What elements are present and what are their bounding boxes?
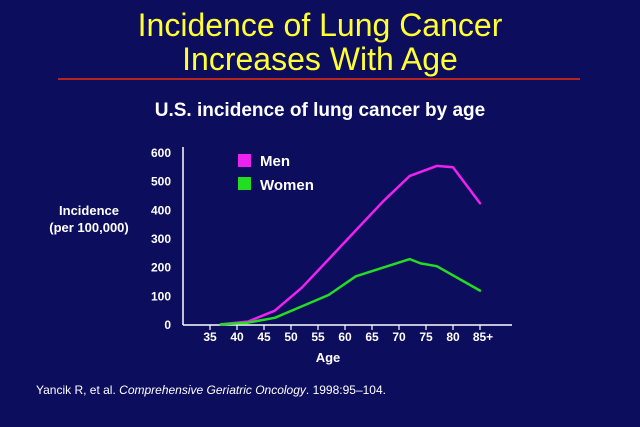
title-line-2: Increases With Age bbox=[182, 41, 458, 77]
title-line-1: Incidence of Lung Cancer bbox=[137, 7, 503, 43]
x-tick-label: 65 bbox=[365, 330, 379, 344]
y-tick-label: 600 bbox=[151, 146, 171, 160]
x-tick-label: 50 bbox=[284, 330, 298, 344]
y-tick-label: 200 bbox=[151, 261, 171, 275]
y-tick-label: 100 bbox=[151, 289, 171, 303]
y-tick-label: 400 bbox=[151, 203, 171, 217]
x-axis-label: Age bbox=[316, 350, 341, 365]
slide-title: Incidence of Lung Cancer Increases With … bbox=[0, 8, 640, 76]
x-tick-label: 75 bbox=[419, 330, 433, 344]
x-tick-label: 40 bbox=[230, 330, 244, 344]
citation-journal: Comprehensive Geriatric Oncology bbox=[119, 383, 307, 397]
x-tick-label: 70 bbox=[392, 330, 406, 344]
legend-swatch-men bbox=[238, 154, 251, 167]
citation: Yancik R, et al. Comprehensive Geriatric… bbox=[36, 383, 386, 397]
chart-legend: Men Women bbox=[238, 153, 314, 194]
x-tick-label: 55 bbox=[311, 330, 325, 344]
title-divider bbox=[58, 78, 580, 80]
legend-label-women: Women bbox=[260, 177, 314, 194]
chart-title: U.S. incidence of lung cancer by age bbox=[155, 100, 485, 121]
x-tick-label: 35 bbox=[203, 330, 217, 344]
y-axis-label-line-1: Incidence bbox=[59, 203, 119, 218]
legend-swatch-women bbox=[238, 177, 251, 190]
x-tick-label: 45 bbox=[257, 330, 271, 344]
x-tick-label: 85+ bbox=[473, 330, 493, 344]
citation-authors: Yancik R, et al. bbox=[36, 383, 119, 397]
x-tick-label: 60 bbox=[338, 330, 352, 344]
x-tick-label: 80 bbox=[446, 330, 460, 344]
y-tick-label: 300 bbox=[151, 232, 171, 246]
series-line-women bbox=[219, 257, 482, 326]
legend-label-men: Men bbox=[260, 153, 290, 170]
series-line-men bbox=[219, 164, 482, 326]
y-tick-label: 0 bbox=[164, 318, 171, 332]
y-axis-label-line-2: (per 100,000) bbox=[49, 220, 129, 235]
citation-pages: . 1998:95–104. bbox=[306, 383, 386, 397]
y-tick-label: 500 bbox=[151, 175, 171, 189]
